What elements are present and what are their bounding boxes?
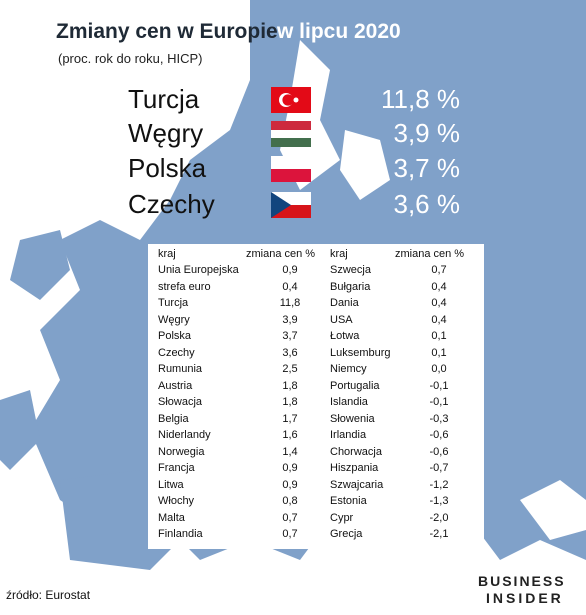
- cell-country: Łotwa: [330, 330, 360, 342]
- cell-value: -1,3: [429, 495, 449, 507]
- cell-value: 3,6: [282, 346, 298, 359]
- cell-value: -0,1: [429, 379, 449, 392]
- cell-country: Austria: [158, 379, 193, 392]
- cell-value: 0,7: [282, 528, 298, 540]
- highlight-value: 3,9 %: [393, 118, 461, 148]
- column-header: zmiana cen %: [246, 248, 316, 260]
- highlight-value: 3,7 %: [393, 153, 461, 183]
- cell-value: -0,7: [429, 462, 449, 474]
- flag-hungary: [271, 121, 311, 147]
- cell-value: 0,9: [282, 462, 298, 474]
- flag-czechia: [271, 192, 311, 218]
- cell-country: Francja: [158, 462, 195, 474]
- cell-value: 11,8: [279, 297, 301, 309]
- column-header: kraj: [330, 248, 348, 260]
- highlight-country: Polska: [128, 153, 207, 183]
- cell-country: Chorwacja: [330, 445, 382, 458]
- cell-country: Malta: [158, 511, 185, 524]
- cell-value: 0,7: [431, 264, 447, 276]
- cell-country: Norwegia: [158, 445, 205, 458]
- cell-country: Słowacja: [158, 396, 203, 408]
- cell-country: Estonia: [330, 495, 367, 507]
- cell-value: -1,2: [429, 478, 449, 491]
- cell-value: -2,0: [429, 511, 449, 524]
- cell-value: -0,3: [429, 412, 449, 425]
- cell-country: Czechy: [158, 346, 195, 359]
- cell-value: 0,4: [431, 313, 447, 326]
- cell-country: Cypr: [330, 511, 354, 524]
- cell-country: USA: [330, 313, 353, 326]
- cell-country: Słowenia: [330, 412, 375, 425]
- cell-value: 0,9: [282, 478, 298, 491]
- cell-value: 0,9: [282, 264, 298, 276]
- table: kraj zmiana cen % kraj zmiana cen % Unia Eur…: [148, 244, 484, 549]
- cell-country: Portugalia: [330, 379, 380, 392]
- cell-value: -0,6: [429, 429, 449, 441]
- cell-value: 0,4: [431, 280, 447, 293]
- column-header: kraj: [158, 248, 176, 260]
- cell-value: 0,1: [431, 330, 447, 342]
- cell-country: Unia Europejska: [158, 264, 239, 276]
- cell-country: Polska: [158, 330, 192, 342]
- cell-value: 1,8: [282, 396, 298, 408]
- cell-value: 3,9: [282, 313, 298, 326]
- cell-value: -2,1: [429, 528, 449, 540]
- highlight-country: Turcja: [128, 84, 200, 114]
- flag-poland: [271, 156, 311, 182]
- cell-value: -0,6: [429, 445, 449, 458]
- cell-value: 1,6: [282, 429, 298, 441]
- cell-value: 3,7: [282, 330, 298, 342]
- cell-value: 0,1: [431, 346, 447, 359]
- cell-country: strefa euro: [158, 280, 211, 293]
- cell-country: Turcja: [158, 297, 189, 309]
- subtitle: (proc. rok do roku, HICP): [58, 51, 203, 66]
- source: źródło: Eurostat: [6, 588, 91, 602]
- cell-country: Grecja: [330, 528, 363, 540]
- cell-country: Bułgaria: [330, 280, 371, 293]
- logo: INSIDER: [486, 590, 564, 606]
- cell-country: Rumunia: [158, 363, 203, 375]
- highlight-value: 11,8 %: [380, 84, 460, 114]
- highlight-value: 3,6 %: [393, 189, 461, 219]
- cell-country: Niderlandy: [158, 429, 211, 441]
- column-header: zmiana cen %: [395, 248, 465, 260]
- cell-country: Irlandia: [330, 429, 367, 441]
- cell-value: 0,0: [431, 363, 447, 375]
- highlight-country: Węgry: [128, 118, 204, 148]
- cell-value: 0,4: [282, 280, 298, 293]
- cell-country: Węgry: [158, 313, 190, 326]
- cell-country: Islandia: [330, 396, 368, 408]
- cell-value: 1,7: [282, 412, 298, 425]
- cell-value: 1,8: [282, 379, 298, 392]
- cell-country: Hiszpania: [330, 462, 379, 474]
- cell-value: 0,4: [431, 297, 447, 309]
- title: Zmiany cen w Europie: [56, 20, 278, 43]
- cell-country: Szwajcaria: [330, 478, 384, 491]
- cell-country: Włochy: [158, 495, 195, 507]
- cell-country: Belgia: [158, 412, 189, 425]
- cell-country: Luksemburg: [330, 346, 391, 359]
- cell-country: Litwa: [158, 478, 184, 491]
- cell-value: 0,7: [282, 511, 298, 524]
- cell-value: 2,5: [282, 363, 298, 375]
- flag-turkey: [271, 87, 311, 113]
- cell-country: Dania: [330, 297, 359, 309]
- highlight-country: Czechy: [128, 189, 215, 219]
- cell-country: Niemcy: [330, 363, 367, 375]
- cell-value: 1,4: [282, 445, 298, 458]
- title-date: w lipcu 2020: [277, 20, 401, 43]
- cell-value: 0,8: [282, 495, 298, 507]
- cell-country: Finlandia: [158, 528, 203, 540]
- logo: BUSINESS: [478, 573, 566, 589]
- cell-value: -0,1: [429, 396, 449, 408]
- cell-country: Szwecja: [330, 264, 371, 276]
